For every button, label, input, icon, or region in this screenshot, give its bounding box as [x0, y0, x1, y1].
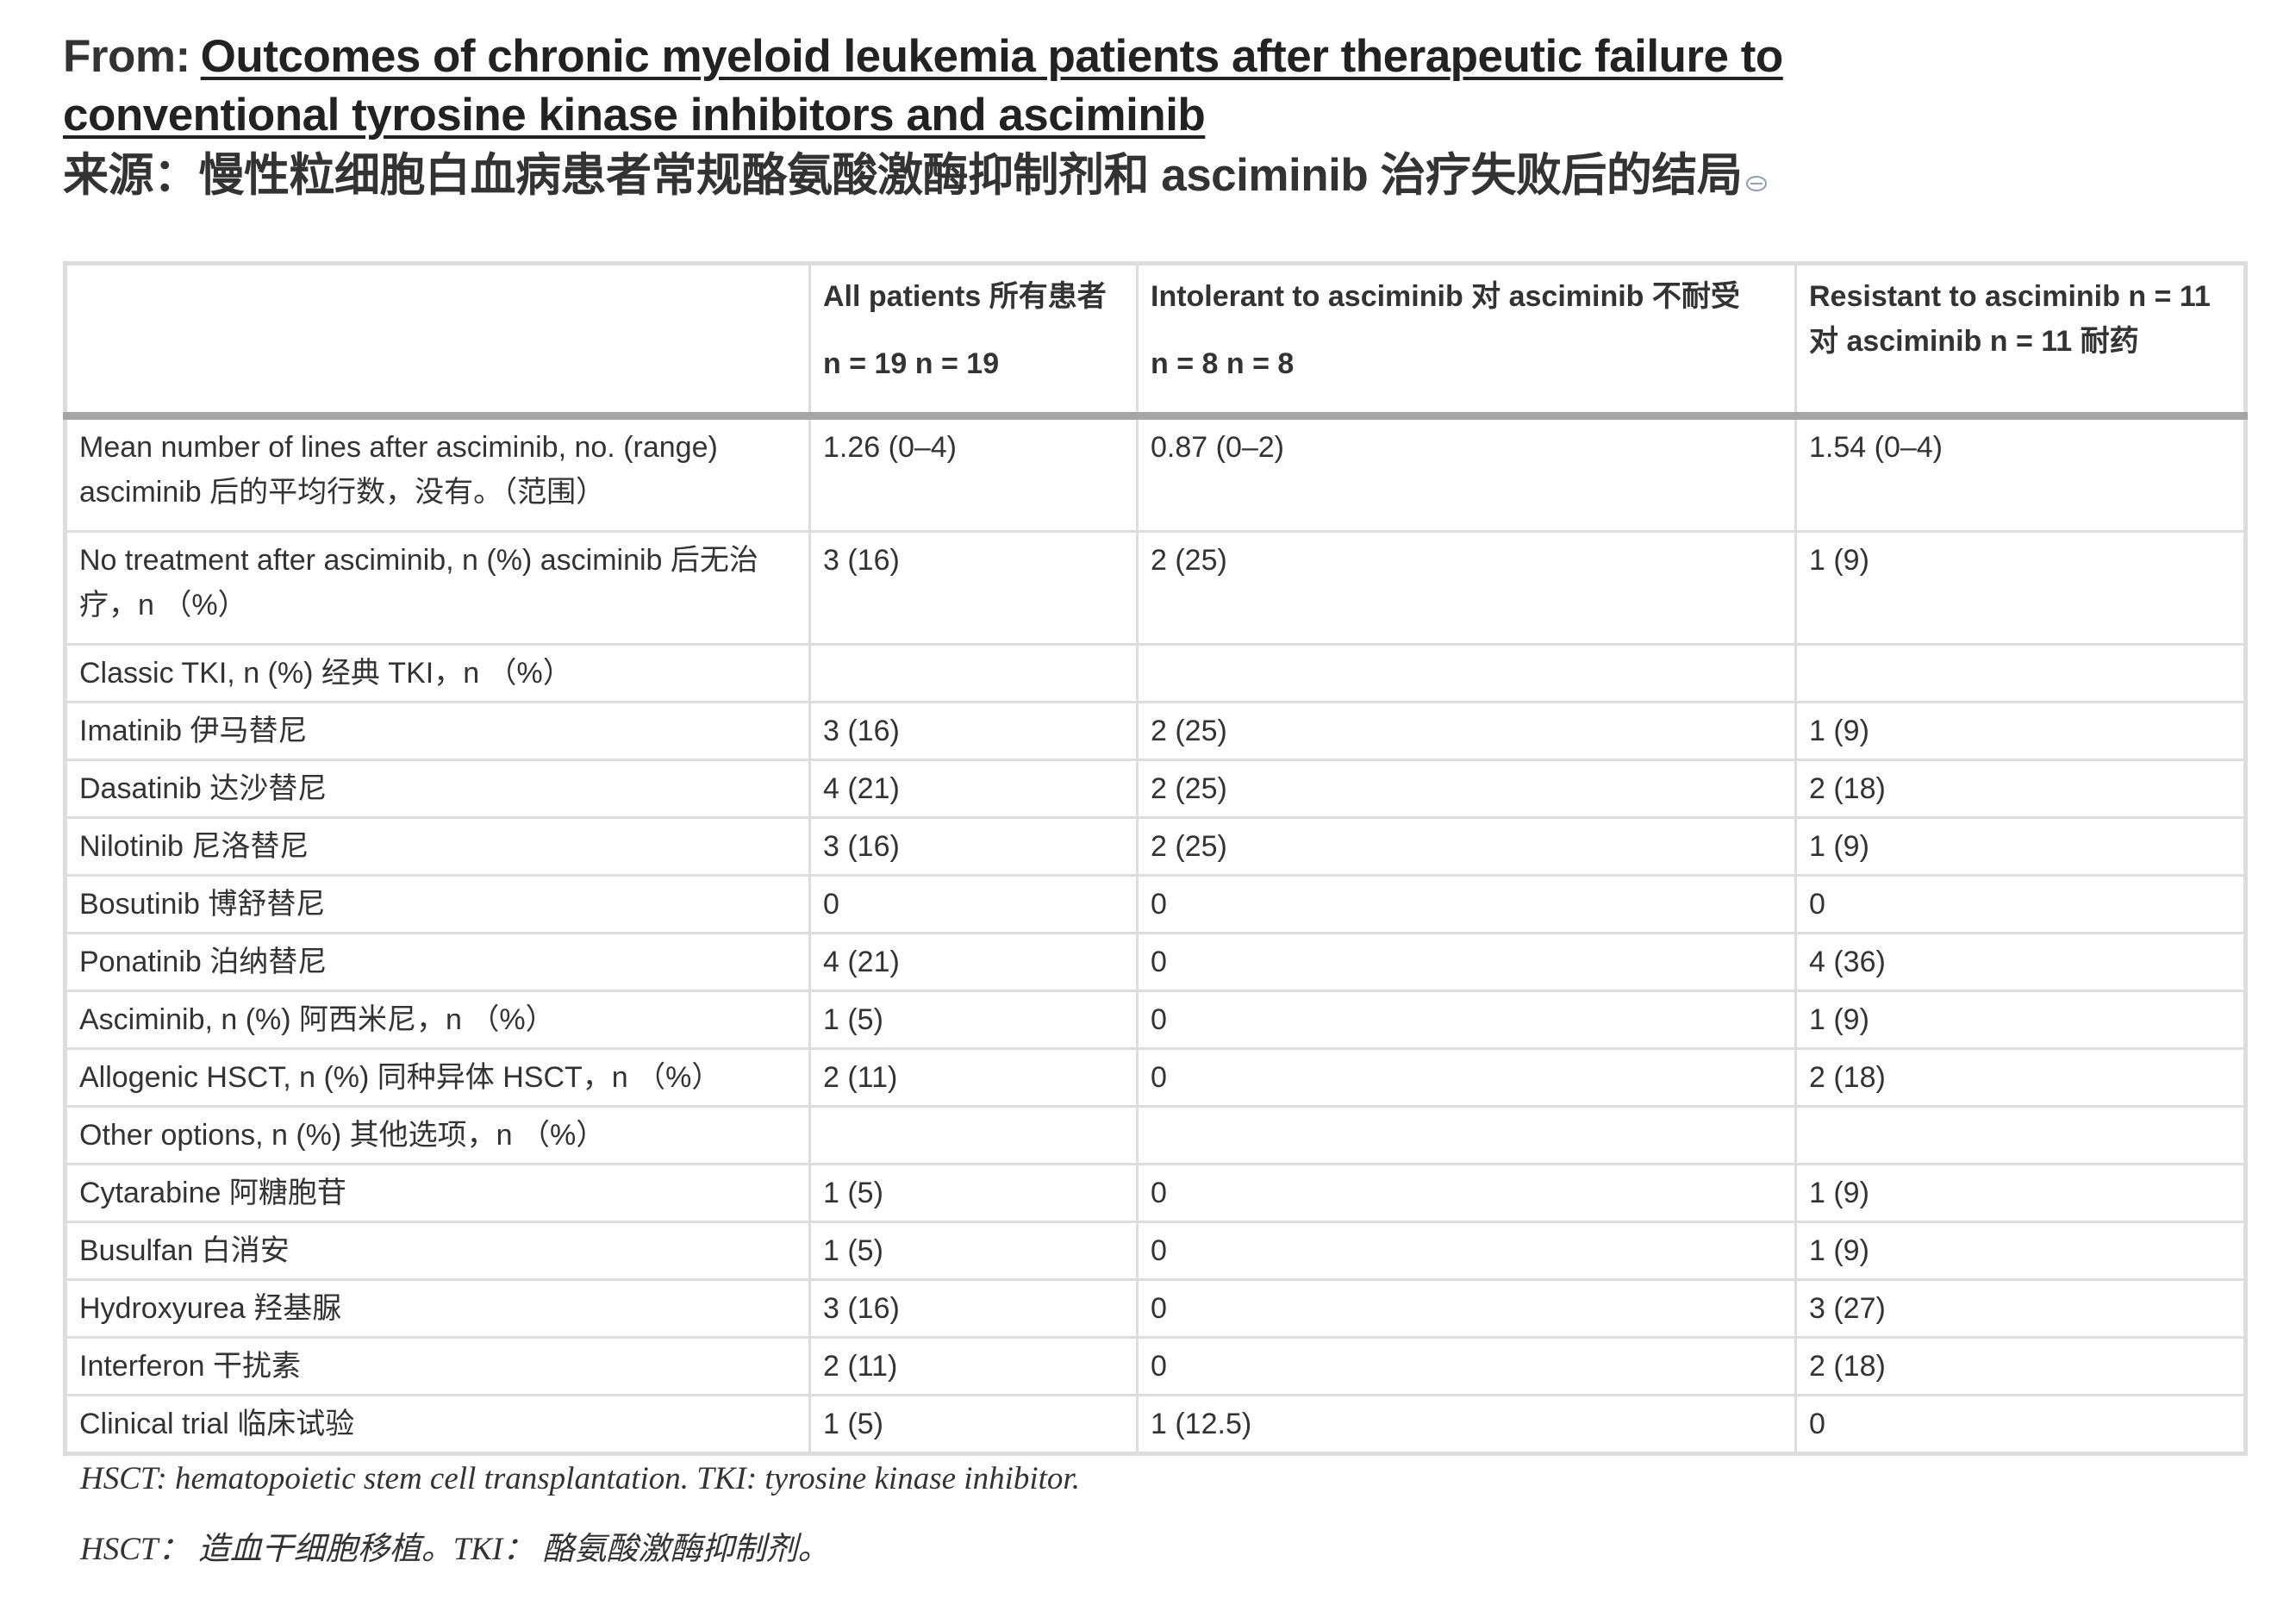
table-row: Busulfan 白消安 1 (5) 0 1 (9)	[64, 1221, 2247, 1281]
table-row: No treatment after asciminib, n (%) asci…	[64, 530, 2247, 646]
table-row: Nilotinib 尼洛替尼 3 (16) 2 (25) 1 (9)	[64, 816, 2247, 877]
value-cell-intolerant: 0.87 (0–2)	[1136, 415, 1797, 533]
row-label-cell: Ponatinib 泊纳替尼	[64, 932, 811, 992]
translate-icon[interactable]	[1745, 148, 1768, 191]
from-label: From:	[63, 31, 190, 82]
value-cell-all: 3 (16)	[808, 1278, 1139, 1339]
value-cell-resistant: 2 (18)	[1794, 1047, 2247, 1108]
table-row: Dasatinib 达沙替尼 4 (21) 2 (25) 2 (18)	[64, 759, 2247, 819]
footnote-zh: HSCT： 造血干细胞移植。TKI： 酪氨酸激酶抑制剂。	[80, 1532, 830, 1567]
value-cell-all: 2 (11)	[808, 1047, 1139, 1108]
row-label-cell: Nilotinib 尼洛替尼	[64, 816, 811, 877]
column-header: All patients 所有患者 n = 19 n = 19	[808, 262, 1139, 417]
value-cell-all: 3 (16)	[808, 816, 1139, 877]
row-label-cell: Clinical trial 临床试验	[64, 1394, 811, 1455]
value-cell-resistant: 1 (9)	[1794, 990, 2247, 1050]
table-row: Allogenic HSCT, n (%) 同种异体 HSCT，n （%） 2 (…	[64, 1047, 2247, 1108]
row-label-cell: Other options, n (%) 其他选项，n （%）	[64, 1105, 811, 1165]
value-cell-resistant: 4 (36)	[1794, 932, 2247, 992]
value-cell-all: 1 (5)	[808, 990, 1139, 1050]
value-cell-resistant: 1 (9)	[1794, 816, 2247, 877]
value-cell-resistant	[1794, 1105, 2247, 1165]
row-label-cell: Busulfan 白消安	[64, 1221, 811, 1281]
data-table-container: All patients 所有患者 n = 19 n = 19 Intoleran…	[63, 261, 2248, 1456]
value-cell-all: 0	[808, 874, 1139, 934]
row-label-cell: Allogenic HSCT, n (%) 同种异体 HSCT，n （%）	[64, 1047, 811, 1108]
value-cell-resistant: 2 (18)	[1794, 759, 2247, 819]
row-label-cell: Classic TKI, n (%) 经典 TKI，n （%）	[64, 643, 811, 703]
value-cell-resistant: 0	[1794, 1394, 2247, 1455]
row-label-cell: Asciminib, n (%) 阿西米尼，n （%）	[64, 990, 811, 1050]
article-title-link-line1[interactable]: Outcomes of chronic myeloid leukemia pat…	[200, 31, 1784, 82]
row-label-cell: Hydroxyurea 羟基脲	[64, 1278, 811, 1339]
value-cell-all: 1.26 (0–4)	[808, 415, 1139, 533]
value-cell-all: 3 (16)	[808, 530, 1139, 646]
value-cell-intolerant: 0	[1136, 932, 1797, 992]
translated-title-text: 来源：慢性粒细胞白血病患者常规酪氨酸激酶抑制剂和 asciminib 治疗失败后…	[63, 150, 1743, 201]
value-cell-intolerant: 0	[1136, 1221, 1797, 1281]
title: From: Outcomes of chronic myeloid leukemi…	[63, 28, 2252, 145]
row-label-cell: Cytarabine 阿糖胞苷	[64, 1163, 811, 1223]
article-title-link-line2[interactable]: conventional tyrosine kinase inhibitors …	[63, 90, 1206, 141]
value-cell-resistant: 1.54 (0–4)	[1794, 415, 2247, 533]
value-cell-all: 1 (5)	[808, 1394, 1139, 1455]
row-label-cell: Dasatinib 达沙替尼	[64, 759, 811, 819]
value-cell-intolerant: 2 (25)	[1136, 701, 1797, 761]
value-cell-all	[808, 1105, 1139, 1165]
column-header: Intolerant to asciminib 对 asciminib 不耐受 n…	[1136, 262, 1797, 417]
value-cell-all: 1 (5)	[808, 1163, 1139, 1223]
value-cell-intolerant	[1136, 643, 1797, 703]
value-cell-intolerant: 0	[1136, 874, 1797, 934]
value-cell-resistant: 3 (27)	[1794, 1278, 2247, 1339]
value-cell-intolerant: 0	[1136, 990, 1797, 1050]
outcomes-table: All patients 所有患者 n = 19 n = 19 Intoleran…	[63, 261, 2248, 1456]
value-cell-resistant	[1794, 643, 2247, 703]
value-cell-resistant: 1 (9)	[1794, 530, 2247, 646]
table-row: Imatinib 伊马替尼 3 (16) 2 (25) 1 (9)	[64, 701, 2247, 761]
value-cell-intolerant: 1 (12.5)	[1136, 1394, 1797, 1455]
value-cell-all: 4 (21)	[808, 932, 1139, 992]
column-header	[64, 262, 811, 417]
table-row: Bosutinib 博舒替尼 0 0 0	[64, 874, 2247, 934]
value-cell-intolerant: 2 (25)	[1136, 759, 1797, 819]
value-cell-resistant: 1 (9)	[1794, 1163, 2247, 1223]
translated-title: 来源：慢性粒细胞白血病患者常规酪氨酸激酶抑制剂和 asciminib 治疗失败后…	[63, 147, 2252, 205]
value-cell-resistant: 1 (9)	[1794, 701, 2247, 761]
value-cell-intolerant: 0	[1136, 1047, 1797, 1108]
table-row: Hydroxyurea 羟基脲 3 (16) 0 3 (27)	[64, 1278, 2247, 1339]
value-cell-resistant: 1 (9)	[1794, 1221, 2247, 1281]
table-row: Clinical trial 临床试验 1 (5) 1 (12.5) 0	[64, 1394, 2247, 1455]
row-label-cell: No treatment after asciminib, n (%) asci…	[64, 530, 811, 646]
row-label-cell: Interferon 干扰素	[64, 1336, 811, 1396]
table-row: Classic TKI, n (%) 经典 TKI，n （%）	[64, 643, 2247, 703]
article-header: From: Outcomes of chronic myeloid leukemi…	[63, 28, 2252, 205]
value-cell-all: 1 (5)	[808, 1221, 1139, 1281]
row-label-cell: Mean number of lines after asciminib, no…	[64, 415, 811, 533]
table-row: Asciminib, n (%) 阿西米尼，n （%） 1 (5) 0 1 (9)	[64, 990, 2247, 1050]
footnote-en: HSCT: hematopoietic stem cell transplant…	[80, 1461, 1080, 1496]
table-header-row: All patients 所有患者 n = 19 n = 19 Intoleran…	[64, 262, 2247, 417]
column-header: Resistant to asciminib n = 11 对 ascimini…	[1794, 262, 2247, 417]
value-cell-intolerant: 0	[1136, 1336, 1797, 1396]
value-cell-intolerant	[1136, 1105, 1797, 1165]
value-cell-resistant: 0	[1794, 874, 2247, 934]
value-cell-intolerant: 2 (25)	[1136, 816, 1797, 877]
value-cell-all	[808, 643, 1139, 703]
table-row: Cytarabine 阿糖胞苷 1 (5) 0 1 (9)	[64, 1163, 2247, 1223]
table-footnotes: HSCT: hematopoietic stem cell transplant…	[80, 1457, 2149, 1572]
table-row: Mean number of lines after asciminib, no…	[64, 415, 2247, 533]
value-cell-intolerant: 0	[1136, 1163, 1797, 1223]
value-cell-resistant: 2 (18)	[1794, 1336, 2247, 1396]
value-cell-all: 4 (21)	[808, 759, 1139, 819]
row-label-cell: Imatinib 伊马替尼	[64, 701, 811, 761]
value-cell-intolerant: 2 (25)	[1136, 530, 1797, 646]
table-row: Ponatinib 泊纳替尼 4 (21) 0 4 (36)	[64, 932, 2247, 992]
value-cell-all: 2 (11)	[808, 1336, 1139, 1396]
table-row: Interferon 干扰素 2 (11) 0 2 (18)	[64, 1336, 2247, 1396]
row-label-cell: Bosutinib 博舒替尼	[64, 874, 811, 934]
table-row: Other options, n (%) 其他选项，n （%）	[64, 1105, 2247, 1165]
value-cell-intolerant: 0	[1136, 1278, 1797, 1339]
value-cell-all: 3 (16)	[808, 701, 1139, 761]
